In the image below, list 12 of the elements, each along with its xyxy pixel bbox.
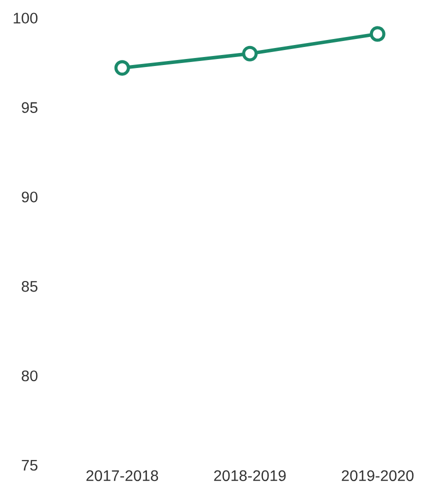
x-tick-label: 2019-2020: [342, 470, 414, 482]
y-tick-label: 85: [22, 281, 38, 292]
point: [114, 60, 130, 76]
x-tick-label: 2017-2018: [86, 470, 158, 482]
y-tick-label: 95: [22, 102, 38, 113]
y-tick-label: 80: [22, 370, 38, 382]
y-tick-label: 75: [22, 460, 38, 471]
y-tick-label: 100: [14, 12, 38, 24]
point: [242, 46, 258, 62]
y-tick-label: 90: [22, 192, 38, 202]
x-tick-label: 2018-2019: [214, 470, 286, 482]
point: [370, 26, 386, 42]
